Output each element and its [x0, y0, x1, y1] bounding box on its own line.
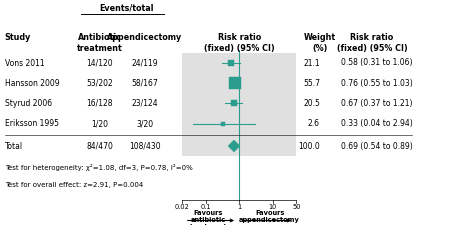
Text: Events/total: Events/total — [100, 3, 154, 12]
Text: Antibiotic
treatment: Antibiotic treatment — [77, 33, 122, 53]
Text: 20.5: 20.5 — [303, 99, 320, 108]
Text: Test for heterogeneity: χ²=1.08, df=3, P=0.78, I²=0%: Test for heterogeneity: χ²=1.08, df=3, P… — [5, 164, 192, 171]
Text: Favours
appendicectomy: Favours appendicectomy — [239, 210, 300, 223]
Text: 55.7: 55.7 — [303, 79, 320, 88]
Text: 0.76 (0.55 to 1.03): 0.76 (0.55 to 1.03) — [341, 79, 412, 88]
Bar — [182, 53, 296, 156]
Text: Eriksson 1995: Eriksson 1995 — [5, 119, 59, 128]
Text: 23/124: 23/124 — [131, 99, 158, 108]
Text: Weight
(%): Weight (%) — [304, 33, 336, 53]
Text: 0.1: 0.1 — [201, 204, 211, 210]
Text: Test for overall effect: z=2.91, P=0.004: Test for overall effect: z=2.91, P=0.004 — [5, 182, 143, 188]
Text: 0.02: 0.02 — [175, 204, 190, 210]
Text: 2.6: 2.6 — [308, 119, 320, 128]
Text: 53/202: 53/202 — [86, 79, 113, 88]
Text: 24/119: 24/119 — [131, 58, 158, 68]
Text: 108/430: 108/430 — [129, 142, 160, 151]
Text: 21.1: 21.1 — [303, 58, 320, 68]
Text: 58/167: 58/167 — [131, 79, 158, 88]
Text: 3/20: 3/20 — [136, 119, 153, 128]
Text: 50: 50 — [292, 204, 301, 210]
Text: 0.33 (0.04 to 2.94): 0.33 (0.04 to 2.94) — [341, 119, 412, 128]
Text: Styrud 2006: Styrud 2006 — [5, 99, 52, 108]
Text: 0.67 (0.37 to 1.21): 0.67 (0.37 to 1.21) — [341, 99, 412, 108]
Text: Vons 2011: Vons 2011 — [5, 58, 45, 68]
Text: Total: Total — [5, 142, 23, 151]
Text: 1: 1 — [237, 204, 241, 210]
Text: 14/120: 14/120 — [86, 58, 113, 68]
Text: Risk ratio
(fixed) (95% CI): Risk ratio (fixed) (95% CI) — [204, 33, 275, 53]
Text: Favours
antibiotic
treatment: Favours antibiotic treatment — [190, 210, 228, 225]
Text: Hansson 2009: Hansson 2009 — [5, 79, 59, 88]
Text: 10: 10 — [269, 204, 277, 210]
Text: 16/128: 16/128 — [86, 99, 113, 108]
Text: 100.0: 100.0 — [298, 142, 320, 151]
Text: Risk ratio
(fixed) (95% CI): Risk ratio (fixed) (95% CI) — [337, 33, 408, 53]
Text: 1/20: 1/20 — [91, 119, 108, 128]
Text: 0.69 (0.54 to 0.89): 0.69 (0.54 to 0.89) — [341, 142, 412, 151]
Text: Study: Study — [5, 33, 31, 42]
Text: 0.58 (0.31 to 1.06): 0.58 (0.31 to 1.06) — [341, 58, 412, 68]
Text: Appendicectomy: Appendicectomy — [107, 33, 182, 42]
Text: 84/470: 84/470 — [86, 142, 113, 151]
